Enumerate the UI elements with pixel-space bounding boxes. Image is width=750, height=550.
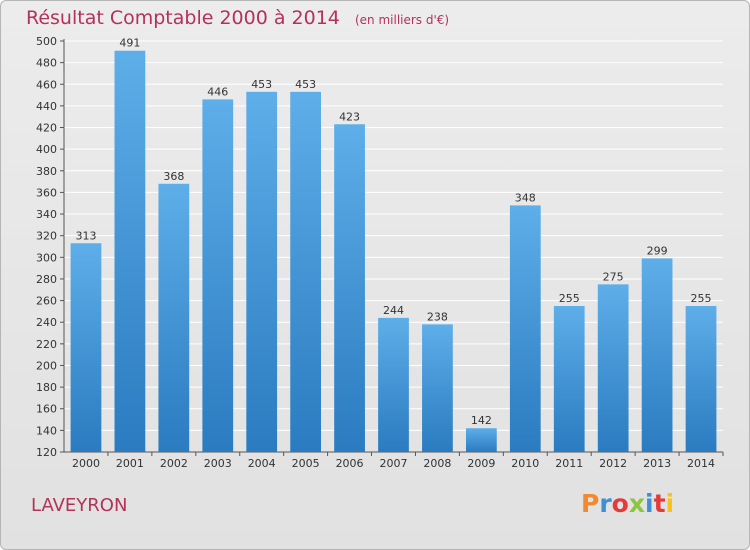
chart-title: Résultat Comptable 2000 à 2014 [26, 7, 340, 29]
y-tick-label: 320 [36, 230, 57, 243]
data-label-2011: 255 [559, 292, 580, 305]
x-tick-label: 2012 [599, 457, 627, 470]
title-row: Résultat Comptable 2000 à 2014 (en milli… [26, 7, 449, 29]
bar-2009 [465, 428, 497, 452]
x-tick-label: 2008 [423, 457, 451, 470]
data-label-2009: 142 [471, 414, 492, 427]
y-tick-label: 500 [36, 35, 57, 48]
y-tick-label: 220 [36, 338, 57, 351]
x-tick-label: 2005 [292, 457, 320, 470]
x-tick-label: 2002 [160, 457, 188, 470]
bar-2010 [509, 205, 541, 452]
place-name: LAVEYRON [31, 495, 128, 516]
data-label-2010: 348 [515, 191, 536, 204]
y-tick-label: 160 [36, 403, 57, 416]
bar-2011 [553, 305, 585, 452]
y-tick-label: 200 [36, 359, 57, 372]
data-label-2004: 453 [251, 78, 272, 91]
y-tick-labels: 120 140 160 180 200 220 240 260 280 300 320 340 360 3… [36, 35, 64, 459]
x-tick-label: 2001 [116, 457, 144, 470]
y-tick-label: 340 [36, 208, 57, 221]
y-tick-label: 280 [36, 273, 57, 286]
x-tick-label: 2013 [643, 457, 671, 470]
data-label-2007: 244 [383, 304, 404, 317]
y-tick-label: 400 [36, 143, 57, 156]
data-label-2008: 238 [427, 310, 448, 323]
x-tick-label: 2010 [511, 457, 539, 470]
x-tick-label: 2003 [204, 457, 232, 470]
data-label-2005: 453 [295, 78, 316, 91]
bar-2005 [290, 91, 322, 452]
x-tick-label: 2009 [467, 457, 495, 470]
y-tick-label: 380 [36, 165, 57, 178]
logo-letter: t [653, 489, 666, 518]
x-tick-label: 2000 [72, 457, 100, 470]
y-tick-label: 480 [36, 57, 57, 70]
y-tick-label: 360 [36, 186, 57, 199]
y-tick-label: 460 [36, 78, 57, 91]
bar-2001 [114, 50, 146, 452]
logo-letter: P [581, 489, 600, 518]
proxiti-logo: Proxiti [581, 489, 674, 518]
bar-2012 [597, 284, 629, 452]
bar-2006 [334, 124, 365, 452]
bar-2013 [641, 258, 673, 452]
data-label-2006: 423 [339, 110, 360, 123]
x-tick-label: 2006 [336, 457, 364, 470]
y-tick-label: 440 [36, 100, 57, 113]
logo-letter: o [611, 489, 629, 518]
bar-2014 [685, 305, 717, 452]
y-tick-label: 260 [36, 295, 57, 308]
data-label-2012: 275 [603, 270, 624, 283]
data-label-2000: 313 [75, 229, 96, 242]
bar-2007 [378, 317, 409, 452]
data-label-2001: 491 [119, 37, 140, 50]
data-label-2003: 446 [207, 85, 228, 98]
bar-2003 [202, 99, 234, 452]
logo-letter: i [665, 489, 675, 518]
y-tick-label: 120 [36, 446, 57, 459]
data-label-2002: 368 [163, 170, 184, 183]
bar-2008 [422, 324, 453, 452]
bar-2004 [246, 91, 278, 452]
y-tick-label: 140 [36, 424, 57, 437]
data-label-2014: 255 [691, 292, 712, 305]
bar-2002 [158, 183, 190, 452]
x-tick-label: 2011 [555, 457, 583, 470]
x-tick-labels: 2000 2001 2002 2003 2004 2005 2006 2007 2008 2009… [72, 452, 724, 470]
x-tick-label: 2004 [248, 457, 276, 470]
chart-unit: (en milliers d'€) [354, 13, 450, 27]
y-tick-label: 420 [36, 122, 57, 135]
logo-letter: i [645, 489, 654, 518]
x-tick-label: 2007 [380, 457, 408, 470]
y-tick-label: 240 [36, 316, 57, 329]
logo-letter: x [628, 489, 645, 518]
y-tick-label: 180 [36, 381, 57, 394]
data-label-2013: 299 [647, 244, 668, 257]
logo-letter: r [599, 489, 612, 518]
data-labels: 313 491 368 446 453 453 423 244 238 142 348 255 275 2… [75, 37, 711, 427]
y-tick-label: 300 [36, 251, 57, 264]
bars [70, 50, 717, 452]
x-tick-label: 2014 [687, 457, 715, 470]
bar-2000 [70, 243, 102, 452]
